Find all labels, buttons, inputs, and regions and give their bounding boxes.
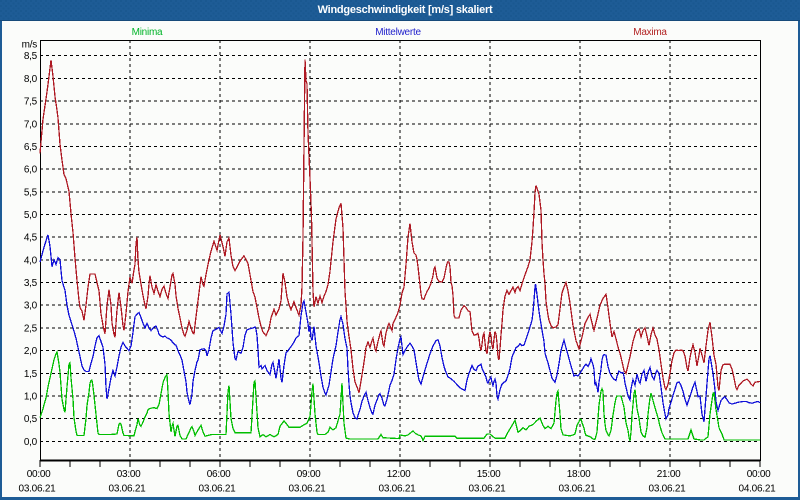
svg-text:0,0: 0,0 [24, 437, 38, 448]
svg-text:1,5: 1,5 [24, 369, 38, 380]
svg-text:21:00: 21:00 [657, 469, 681, 480]
svg-text:1,0: 1,0 [24, 391, 38, 402]
svg-text:00:00: 00:00 [27, 469, 51, 480]
svg-text:3,5: 3,5 [24, 278, 38, 289]
svg-text:m/s: m/s [22, 40, 38, 51]
svg-text:2,0: 2,0 [24, 346, 38, 357]
svg-text:Maxima: Maxima [633, 27, 667, 38]
svg-text:5,0: 5,0 [24, 210, 38, 221]
svg-text:6,0: 6,0 [24, 165, 38, 176]
svg-text:4,5: 4,5 [24, 233, 38, 244]
svg-text:09:00: 09:00 [297, 469, 321, 480]
svg-text:00:00: 00:00 [747, 469, 771, 480]
svg-text:03:00: 03:00 [117, 469, 141, 480]
svg-text:04.06.21: 04.06.21 [739, 484, 777, 495]
svg-text:8,5: 8,5 [24, 51, 38, 62]
svg-text:Mittelwerte: Mittelwerte [375, 27, 421, 38]
svg-text:0,5: 0,5 [24, 414, 38, 425]
svg-text:7,0: 7,0 [24, 119, 38, 130]
svg-text:6,5: 6,5 [24, 142, 38, 153]
svg-text:03.06.21: 03.06.21 [289, 484, 327, 495]
svg-text:7,5: 7,5 [24, 97, 38, 108]
svg-text:03.06.21: 03.06.21 [649, 484, 687, 495]
svg-text:06:00: 06:00 [207, 469, 231, 480]
svg-text:15:00: 15:00 [477, 469, 501, 480]
svg-text:Minima: Minima [132, 27, 163, 38]
svg-text:3,0: 3,0 [24, 301, 38, 312]
svg-text:03.06.21: 03.06.21 [109, 484, 147, 495]
svg-text:18:00: 18:00 [567, 469, 591, 480]
svg-text:12:00: 12:00 [387, 469, 411, 480]
svg-text:03.06.21: 03.06.21 [379, 484, 417, 495]
svg-text:5,5: 5,5 [24, 187, 38, 198]
svg-text:03.06.21: 03.06.21 [19, 484, 57, 495]
svg-text:03.06.21: 03.06.21 [559, 484, 597, 495]
svg-text:4,0: 4,0 [24, 255, 38, 266]
svg-text:8,0: 8,0 [24, 74, 38, 85]
svg-text:03.06.21: 03.06.21 [199, 484, 237, 495]
svg-text:2,5: 2,5 [24, 323, 38, 334]
svg-text:03.06.21: 03.06.21 [469, 484, 507, 495]
